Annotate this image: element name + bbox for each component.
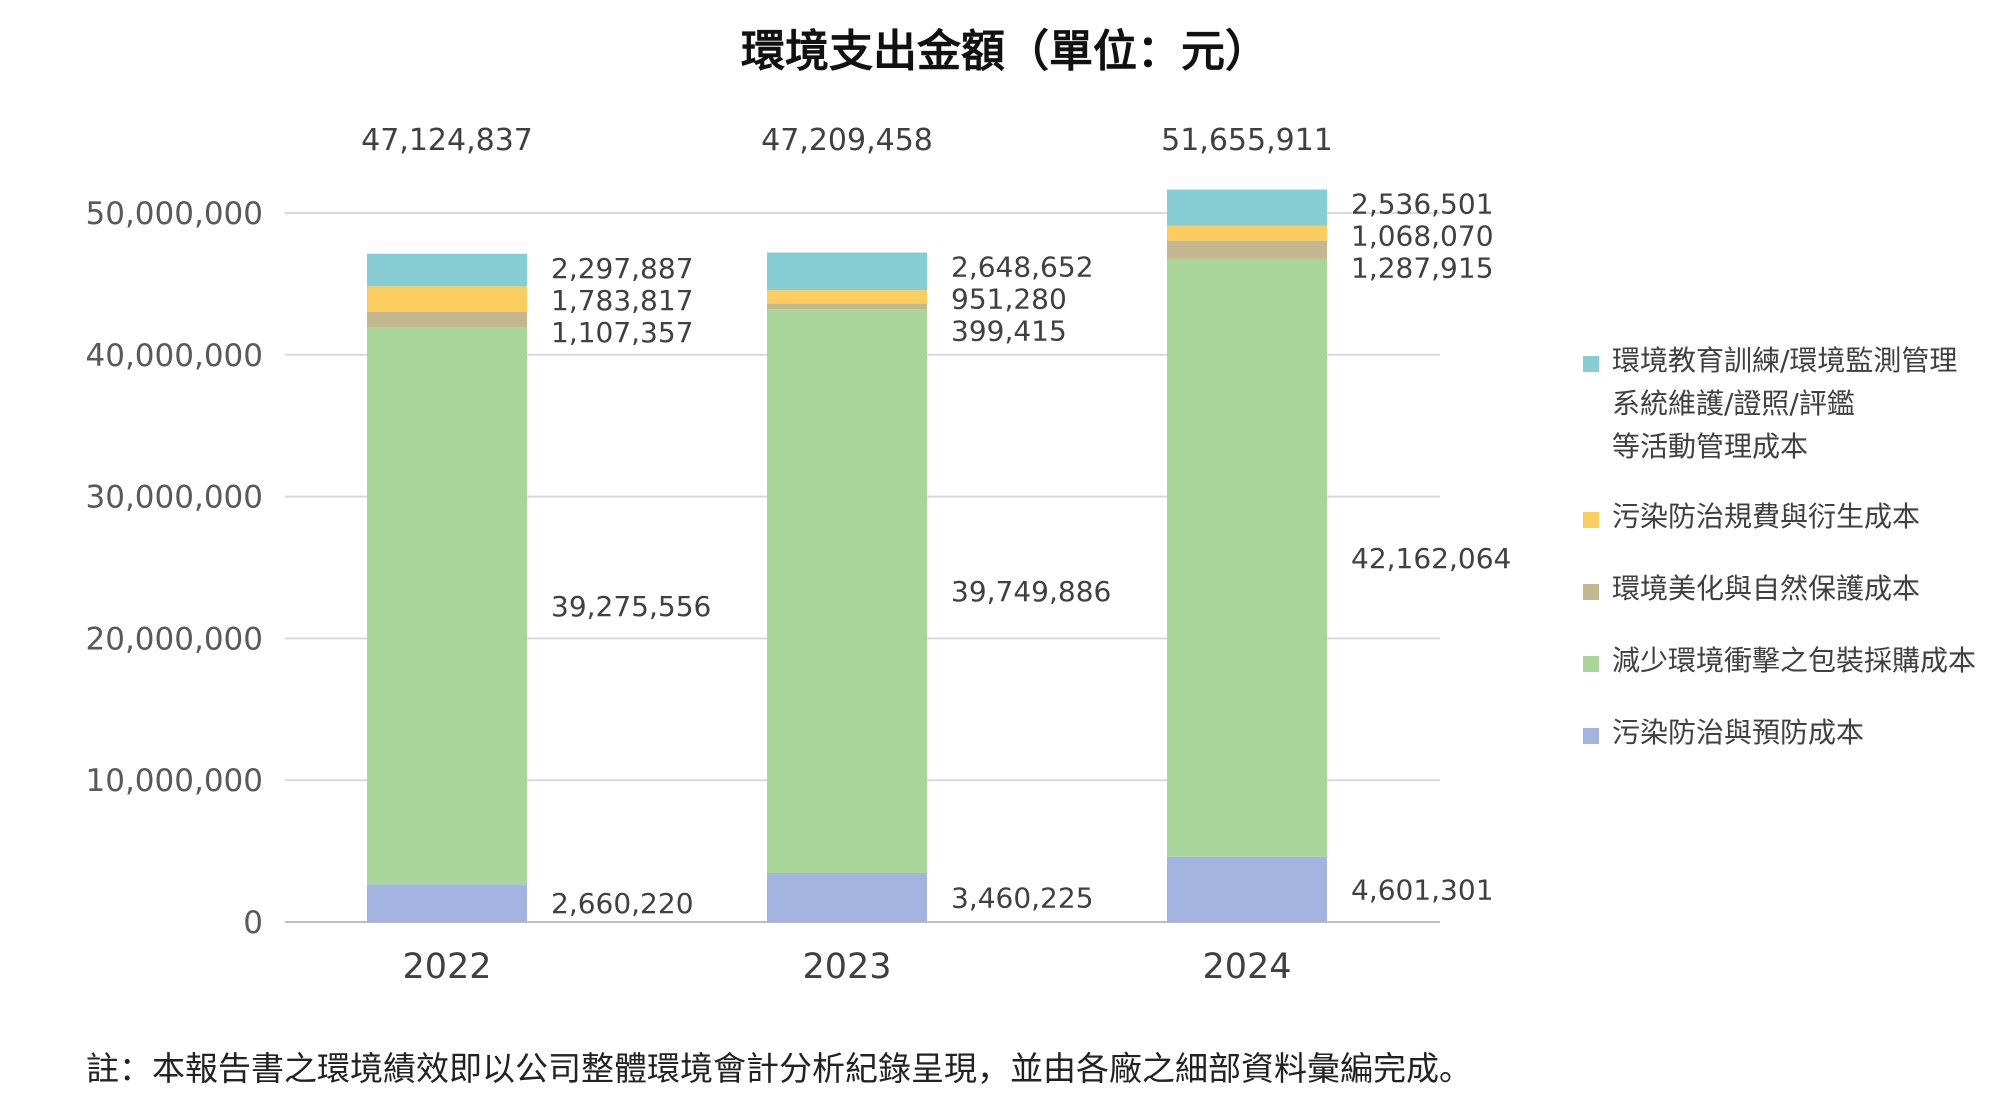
x-tick-label: 2023 (802, 947, 891, 987)
data-label: 42,162,064 (1351, 542, 1511, 575)
data-label: 3,460,225 (951, 881, 1094, 914)
y-tick-label: 10,000,000 (86, 763, 264, 799)
legend-swatch (1583, 356, 1599, 372)
bar-segment (367, 253, 527, 287)
legend-label: 污染防治與預防成本 (1612, 716, 1864, 749)
legend-item: 環境美化與自然保護成本 (1583, 572, 1920, 605)
data-label: 951,280 (951, 283, 1067, 316)
bars (367, 189, 1327, 922)
bar-segment (1167, 225, 1327, 241)
data-label: 1,107,357 (551, 316, 694, 349)
legend-label: 減少環境衝擊之包裝採購成本 (1612, 644, 1976, 677)
legend: 環境教育訓練/環境監測管理系統維護/證照/評鑑等活動管理成本污染防治規費與衍生成… (1583, 344, 1976, 749)
chart-title: 環境支出金額（單位：元） (741, 26, 1269, 77)
legend-label: 污染防治規費與衍生成本 (1612, 500, 1920, 533)
bar-segment (1167, 856, 1327, 922)
data-label: 2,536,501 (1351, 188, 1494, 221)
footnote: 註：本報告書之環境績效即以公司整體環境會計分析紀錄呈現，並由各廠之細部資料彙編完… (86, 1049, 1472, 1088)
data-label: 39,749,886 (951, 575, 1111, 608)
legend-swatch (1583, 728, 1599, 744)
data-label: 1,783,817 (551, 284, 694, 317)
bar-segment (767, 872, 927, 922)
bar-segment (767, 252, 927, 291)
bar-segment (1167, 189, 1327, 226)
legend-item: 污染防治與預防成本 (1583, 716, 1864, 749)
legend-swatch (1583, 584, 1599, 600)
y-tick-label: 40,000,000 (86, 338, 264, 374)
total-labels: 47,124,837 47,209,458 51,655,911 (361, 123, 1333, 158)
total-label: 51,655,911 (1161, 123, 1333, 158)
legend-label: 環境教育訓練/環境監測管理 (1612, 344, 1957, 377)
legend-label: 等活動管理成本 (1612, 430, 1808, 463)
data-label: 2,297,887 (551, 252, 694, 285)
data-label: 1,068,070 (1351, 220, 1494, 253)
data-labels: 2,660,220 39,275,556 1,107,3571,783,8172,2… (551, 188, 1511, 921)
data-label: 399,415 (951, 315, 1067, 348)
y-tick-label: 50,000,000 (86, 196, 264, 232)
x-tick-label: 2022 (402, 947, 491, 987)
bar-segment (367, 286, 527, 312)
total-label: 47,209,458 (761, 123, 933, 158)
legend-label: 系統維護/證照/評鑑 (1612, 387, 1855, 420)
legend-item: 污染防治規費與衍生成本 (1583, 500, 1920, 533)
legend-item: 減少環境衝擊之包裝採購成本 (1583, 644, 1976, 677)
data-label: 4,601,301 (1351, 873, 1494, 906)
bar-segment (1167, 258, 1327, 857)
bar-segment (767, 303, 927, 310)
bar-segment (367, 311, 527, 328)
legend-label: 環境美化與自然保護成本 (1612, 572, 1920, 605)
bar-segment (367, 327, 527, 885)
bar-segment (367, 884, 527, 922)
legend-swatch (1583, 656, 1599, 672)
y-tick-label: 0 (243, 905, 263, 941)
data-label: 2,660,220 (551, 887, 694, 920)
data-label: 39,275,556 (551, 590, 711, 623)
legend-swatch (1583, 512, 1599, 528)
bar-segment (767, 309, 927, 873)
bar-segment (1167, 240, 1327, 259)
total-label: 47,124,837 (361, 123, 533, 158)
y-tick-label: 20,000,000 (86, 621, 264, 657)
y-axis-ticks: 0 10,000,000 20,000,000 30,000,000 40,000,00… (86, 196, 264, 941)
x-axis-ticks: 2022 2023 2024 (402, 947, 1291, 987)
y-tick-label: 30,000,000 (86, 480, 264, 516)
data-label: 2,648,652 (951, 251, 1094, 284)
bar-segment (767, 290, 927, 304)
x-tick-label: 2024 (1202, 947, 1291, 987)
data-label: 1,287,915 (1351, 252, 1494, 285)
